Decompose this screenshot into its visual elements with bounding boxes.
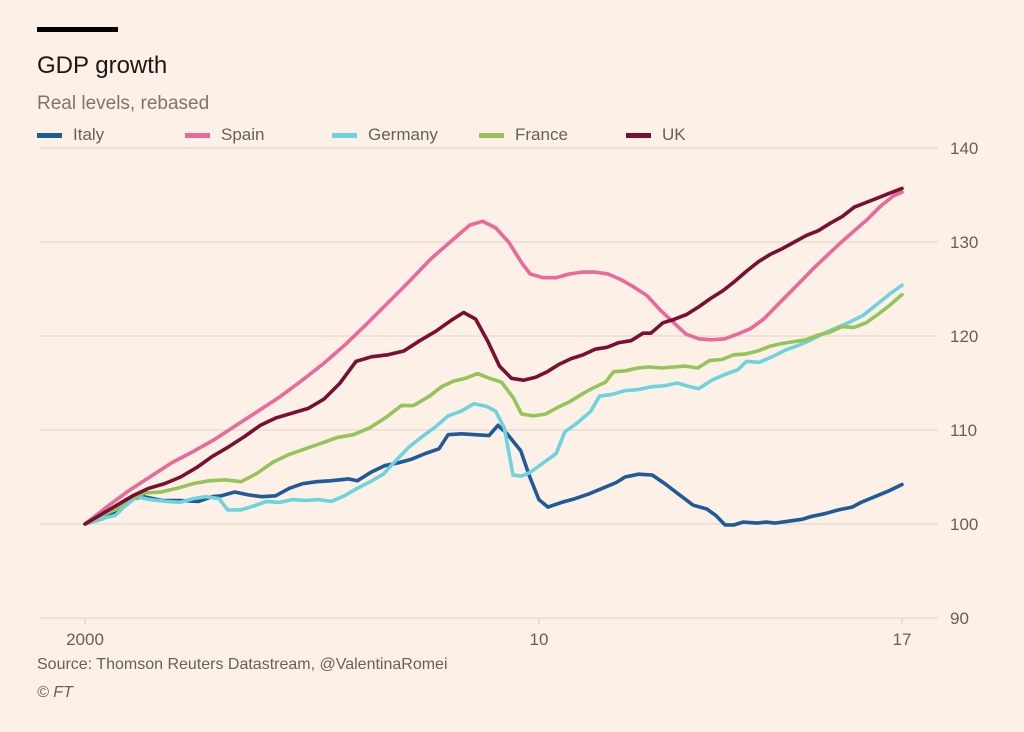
x-axis: 2000 10 17 bbox=[66, 618, 911, 649]
legend-label: Germany bbox=[368, 125, 438, 144]
series-line-spain bbox=[83, 190, 904, 526]
y-tick-label: 100 bbox=[950, 515, 978, 534]
x-tick-label: 10 bbox=[530, 630, 549, 649]
chart-title: GDP growth bbox=[37, 52, 168, 79]
chart-subtitle: Real levels, rebased bbox=[37, 93, 210, 114]
y-tick-label: 110 bbox=[950, 421, 977, 440]
legend: Italy Spain Germany France UK bbox=[37, 125, 937, 149]
legend-swatch-icon bbox=[37, 132, 62, 138]
series-line-france bbox=[83, 292, 904, 526]
legend-label: UK bbox=[662, 125, 686, 144]
y-tick-label: 120 bbox=[950, 327, 978, 346]
legend-item-germany: Germany bbox=[332, 125, 438, 145]
legend-swatch-icon bbox=[185, 132, 210, 138]
y-tick-label: 130 bbox=[950, 233, 978, 252]
legend-item-italy: Italy bbox=[37, 125, 104, 145]
gridlines bbox=[40, 147, 938, 619]
legend-swatch-icon bbox=[626, 132, 651, 138]
y-axis: 90 100 110 120 130 140 bbox=[950, 139, 978, 628]
source-note: Source: Thomson Reuters Datastream, @Val… bbox=[37, 656, 448, 673]
y-tick-label: 140 bbox=[950, 139, 978, 158]
legend-item-spain: Spain bbox=[185, 125, 264, 145]
legend-item-france: France bbox=[479, 125, 568, 145]
x-tick-label: 2000 bbox=[66, 630, 104, 649]
copyright-note: © FT bbox=[37, 684, 73, 701]
series-line-uk bbox=[83, 186, 904, 526]
legend-label: France bbox=[515, 125, 568, 144]
y-tick-label: 90 bbox=[950, 609, 969, 628]
legend-item-uk: UK bbox=[626, 125, 686, 145]
series-line-germany bbox=[83, 283, 904, 526]
brand-bar bbox=[37, 27, 118, 32]
x-tick-label: 17 bbox=[893, 630, 912, 649]
series-line-italy bbox=[83, 423, 904, 527]
legend-swatch-icon bbox=[332, 132, 357, 138]
legend-label: Italy bbox=[73, 125, 105, 144]
series-lines bbox=[83, 186, 904, 527]
legend-label: Spain bbox=[221, 125, 265, 144]
legend-swatch-icon bbox=[479, 132, 504, 138]
